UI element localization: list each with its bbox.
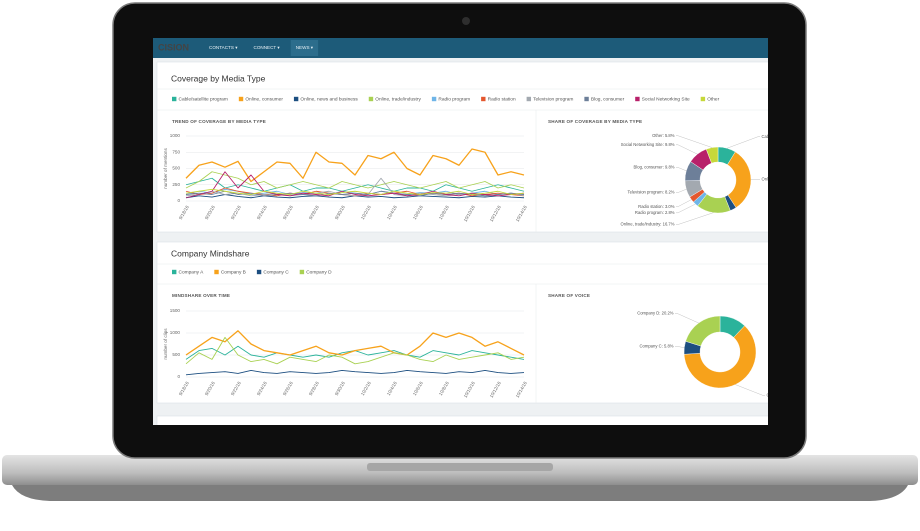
leader-line xyxy=(675,313,699,324)
panel-title: Coverage by Media Type xyxy=(171,73,266,83)
y-tick-label: 1000 xyxy=(170,330,181,335)
leader-line xyxy=(676,189,687,193)
y-axis-label: number of clips xyxy=(163,328,168,360)
leader-line xyxy=(676,203,696,213)
slice-label: Other: 5.8% xyxy=(652,133,675,138)
series-line xyxy=(185,369,525,376)
y-tick-label: 1000 xyxy=(170,133,181,138)
legend-swatch xyxy=(214,269,219,275)
series-line xyxy=(185,188,525,195)
legend-label: Radio station xyxy=(488,96,516,102)
y-tick-label: 0 xyxy=(177,374,180,379)
nav-bar xyxy=(153,38,768,58)
legend-label: Other xyxy=(707,96,719,102)
chart-title: SHARE OF VOICE xyxy=(548,293,590,298)
series-line xyxy=(185,336,525,365)
nav-item[interactable]: CONTACTS ▾ xyxy=(209,45,238,50)
leader-line xyxy=(676,212,714,225)
legend-swatch xyxy=(481,96,486,102)
panel: Company Mindshare Company A Company B Compa… xyxy=(156,241,786,404)
slice-label: Company D: 20.2% xyxy=(637,310,674,315)
leader-line xyxy=(676,144,698,155)
legend-label: Online, news and business xyxy=(300,96,358,102)
legend-swatch xyxy=(368,96,374,102)
legend-swatch xyxy=(700,96,706,102)
leader-line xyxy=(676,199,692,207)
y-tick-label: 500 xyxy=(172,166,180,171)
laptop-base-shadow xyxy=(12,485,908,501)
legend-label: Radio program xyxy=(438,96,470,102)
leader-line xyxy=(735,384,765,396)
dashboard: CISION CONTACTS ▾ CONNECT ▾ NEWS ▾ Coverage … xyxy=(156,40,786,404)
series-line xyxy=(185,330,525,356)
pie-slice xyxy=(705,146,719,164)
pie-slice xyxy=(685,315,721,347)
nav-item[interactable]: CONNECT ▾ xyxy=(254,45,281,50)
series-line xyxy=(185,171,525,189)
chart-title: MINDSHARE OVER TIME xyxy=(172,293,230,298)
nav-item[interactable]: NEWS ▾ xyxy=(296,45,314,50)
legend-swatch xyxy=(238,96,244,102)
leader-line xyxy=(726,136,760,149)
y-tick-label: 1500 xyxy=(170,308,181,313)
slice-label: Radio program: 2.8% xyxy=(635,210,675,215)
leader-line xyxy=(675,346,685,348)
slice-label: Online, xyxy=(762,177,775,182)
chart-title: TREND OF COVERAGE BY MEDIA TYPE xyxy=(172,119,266,124)
legend-swatch xyxy=(172,269,177,275)
y-tick-label: 750 xyxy=(172,149,180,154)
slice-label: Radio station: 3.0% xyxy=(638,204,675,209)
y-tick-label: 500 xyxy=(172,352,180,357)
panel-box xyxy=(156,241,768,404)
panel: Coverage by Media Type Cable/satellite pr… xyxy=(156,61,775,233)
slice-label: Company xyxy=(767,393,786,398)
y-tick-label: 0 xyxy=(177,198,180,203)
panel-partial xyxy=(156,415,768,425)
legend-label: Online, consumer xyxy=(245,96,283,102)
legend-swatch xyxy=(635,96,640,102)
logo: CISION xyxy=(158,42,189,52)
legend-swatch xyxy=(299,269,305,275)
camera xyxy=(462,17,470,25)
legend-swatch xyxy=(431,96,437,102)
leader-line xyxy=(676,135,713,148)
legend-swatch xyxy=(172,96,177,102)
legend-swatch xyxy=(293,96,299,102)
legend-swatch xyxy=(256,269,262,275)
legend-swatch xyxy=(526,96,532,102)
series-line xyxy=(185,177,525,192)
slice-label: Television program: 8.2% xyxy=(627,190,674,195)
slice-label: Social Networking Site: 9.8% xyxy=(621,142,675,147)
laptop-notch xyxy=(367,463,553,471)
slice-label: Online, trade/industry: 16.7% xyxy=(620,222,674,227)
legend-label: Online, trade/industry xyxy=(375,96,421,102)
legend-label: Cable/satellite program xyxy=(179,96,228,102)
legend-label: Company B xyxy=(221,269,246,275)
y-tick-label: 250 xyxy=(172,182,180,187)
legend-label: Company A xyxy=(179,269,205,275)
series-line xyxy=(185,171,525,199)
slice-label: Blog, consumer: 9.8% xyxy=(634,165,675,170)
leader-line xyxy=(676,167,687,171)
chart-title: SHARE OF COVERAGE BY MEDIA TYPE xyxy=(548,119,642,124)
series-line xyxy=(185,148,525,183)
legend-label: Company D xyxy=(306,269,332,275)
panel-box xyxy=(156,61,768,233)
y-axis-label: number of mentions xyxy=(163,148,168,189)
screen: CISION CONTACTS ▾ CONNECT ▾ NEWS ▾ Coverage … xyxy=(153,38,786,425)
panel-title: Company Mindshare xyxy=(171,248,250,258)
slice-label: Cable xyxy=(762,134,774,139)
nav-active xyxy=(290,40,319,56)
legend-swatch xyxy=(584,96,589,102)
slice-label: Company C: 5.8% xyxy=(640,343,674,348)
legend-label: Social Networking Site xyxy=(642,96,690,102)
legend-label: Television program xyxy=(533,96,573,102)
legend-label: Company C xyxy=(263,269,289,275)
legend-label: Blog, consumer xyxy=(591,96,625,102)
